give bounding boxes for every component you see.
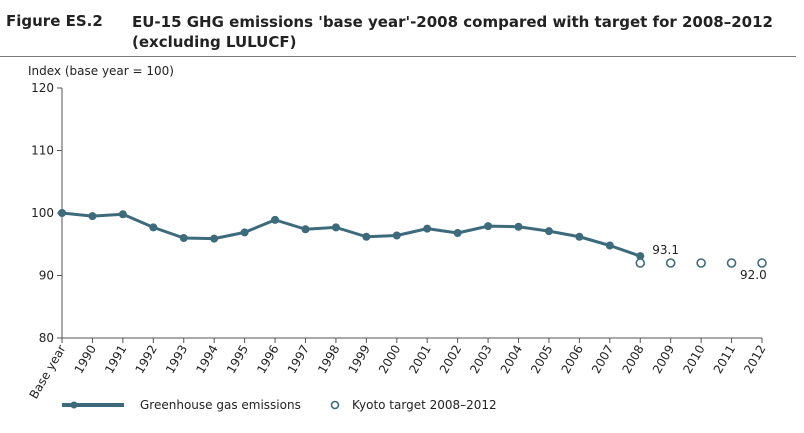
emissions-point bbox=[149, 223, 158, 232]
legend-line-marker-icon bbox=[62, 401, 124, 409]
x-tick-label: Base year bbox=[27, 342, 69, 401]
data-label: 92.0 bbox=[740, 268, 767, 282]
y-tick-label: 80 bbox=[39, 331, 54, 345]
figure-title: EU-15 GHG emissions 'base year'-2008 com… bbox=[132, 13, 773, 51]
x-tick-label: 1998 bbox=[315, 343, 342, 376]
emissions-point bbox=[362, 232, 371, 241]
emissions-point bbox=[271, 215, 280, 224]
legend-item-emissions: Greenhouse gas emissions bbox=[60, 398, 301, 412]
kyoto-target-point bbox=[757, 258, 767, 268]
x-tick-label: 1992 bbox=[133, 343, 160, 376]
x-tick-label: 2008 bbox=[619, 343, 646, 376]
legend-item-kyoto: Kyoto target 2008–2012 bbox=[328, 398, 497, 412]
kyoto-target-point bbox=[635, 258, 646, 268]
legend-open-circle-icon bbox=[330, 400, 340, 410]
y-axis-label: Index (base year = 100) bbox=[28, 64, 174, 78]
emissions-point bbox=[179, 234, 188, 242]
emissions-point bbox=[423, 224, 432, 233]
kyoto-target-point bbox=[696, 258, 706, 268]
x-tick-label: 1997 bbox=[285, 343, 312, 376]
x-tick-label: 2007 bbox=[589, 343, 616, 376]
emissions-point bbox=[240, 228, 249, 237]
figure-label: Figure ES.2 bbox=[6, 12, 103, 30]
emissions-point bbox=[331, 223, 340, 232]
x-tick-label: 2011 bbox=[711, 343, 738, 376]
x-tick-label: 2002 bbox=[437, 343, 464, 376]
emissions-point bbox=[636, 252, 645, 261]
x-tick-label: 1993 bbox=[163, 343, 190, 376]
x-tick-label: 1999 bbox=[346, 343, 373, 376]
x-tick-label: 1994 bbox=[193, 343, 220, 376]
emissions-point bbox=[453, 229, 462, 237]
legend: Greenhouse gas emissions Kyoto target 20… bbox=[0, 394, 804, 418]
kyoto-target-point bbox=[726, 258, 737, 268]
x-tick-label: 2000 bbox=[376, 343, 403, 376]
y-tick-label: 110 bbox=[31, 144, 54, 158]
x-tick-label: 2005 bbox=[528, 343, 555, 376]
x-tick-label: 2010 bbox=[680, 343, 707, 376]
x-tick-label: 2004 bbox=[498, 343, 525, 376]
emissions-point bbox=[392, 231, 401, 240]
y-tick-label: 100 bbox=[31, 206, 54, 220]
x-tick-label: 1995 bbox=[224, 343, 251, 376]
emissions-point bbox=[575, 232, 584, 241]
x-tick-label: 1990 bbox=[72, 343, 99, 376]
y-tick-label: 90 bbox=[39, 269, 54, 283]
x-tick-label: 2012 bbox=[741, 343, 768, 376]
emissions-point bbox=[301, 225, 310, 234]
figure-header: Figure ES.2 EU-15 GHG emissions 'base ye… bbox=[0, 2, 804, 51]
emissions-point bbox=[484, 222, 493, 231]
emissions-series-line bbox=[61, 211, 641, 258]
x-tick-label: 2001 bbox=[406, 343, 433, 376]
emissions-point bbox=[514, 222, 523, 231]
data-label: 93.1 bbox=[652, 243, 679, 257]
legend-label-emissions: Greenhouse gas emissions bbox=[140, 398, 301, 412]
x-tick-label: 1996 bbox=[254, 343, 281, 376]
emissions-point bbox=[605, 241, 614, 250]
emissions-point bbox=[58, 209, 66, 217]
y-tick-label: 120 bbox=[31, 81, 54, 95]
title-divider bbox=[0, 56, 796, 57]
x-tick-label: 2003 bbox=[467, 342, 494, 375]
x-tick-label: 2009 bbox=[650, 343, 677, 376]
x-tick-label: 1991 bbox=[102, 343, 129, 376]
emissions-point bbox=[88, 212, 97, 221]
emissions-point bbox=[118, 210, 127, 219]
x-tick-label: 2006 bbox=[559, 343, 586, 376]
kyoto-target-point bbox=[665, 258, 676, 268]
legend-label-kyoto: Kyoto target 2008–2012 bbox=[352, 398, 497, 412]
emissions-point bbox=[544, 227, 553, 236]
emissions-point bbox=[210, 234, 219, 243]
